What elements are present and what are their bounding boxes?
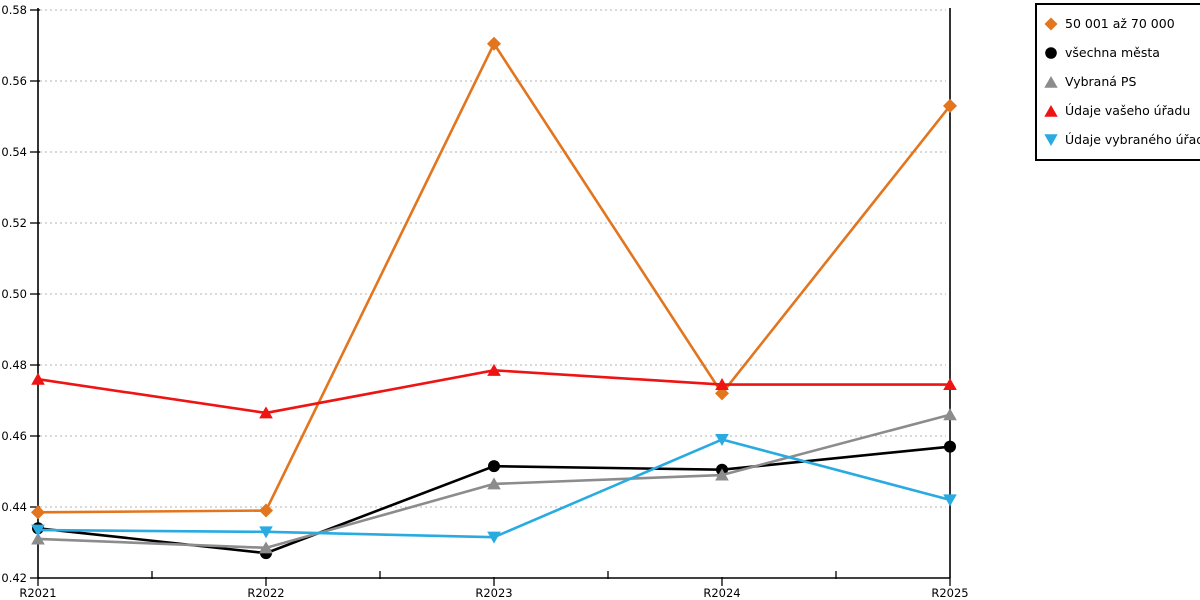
- data-point-marker: [259, 406, 273, 419]
- y-tick-label: 0.50: [1, 287, 27, 301]
- series-2: [31, 408, 957, 554]
- legend-item-0: 50 001 až 70 000: [1044, 16, 1200, 32]
- series-0: [31, 36, 957, 520]
- legend-item-2: Vybraná PS: [1044, 74, 1200, 90]
- legend-label: 50 001 až 70 000: [1065, 15, 1175, 31]
- line-chart-plot: 0.42 0.44 0.46 0.48 0.50 0.52 0.54 0.56 0.58 R202…: [1, 3, 968, 600]
- x-tick-label: R2024: [703, 586, 740, 600]
- data-point-marker: [944, 440, 956, 453]
- x-tick-label: R2025: [931, 586, 968, 600]
- data-point-marker: [487, 36, 501, 51]
- data-point-marker: [715, 434, 729, 447]
- triangle-up-icon: [1044, 105, 1058, 117]
- y-tick-label: 0.58: [1, 3, 27, 17]
- data-point-marker: [943, 98, 957, 113]
- y-tick-label: 0.48: [1, 358, 27, 372]
- y-tick-label: 0.44: [1, 500, 27, 514]
- x-tick-label: R2021: [19, 586, 56, 600]
- legend-item-3: Údaje vašeho úřadu: [1044, 103, 1200, 119]
- y-tick-label: 0.54: [1, 145, 27, 159]
- legend-marker-shape: [1045, 46, 1057, 59]
- data-point-marker: [487, 531, 501, 544]
- legend-item-4: Údaje vybraného úřadu: [1044, 132, 1200, 148]
- x-tick-label: R2022: [247, 586, 284, 600]
- series-3: [31, 363, 957, 419]
- data-point-marker: [943, 408, 957, 421]
- series-line: [37, 42, 952, 514]
- triangle-up-icon: [1044, 75, 1058, 88]
- chart-svg: 0.42 0.44 0.46 0.48 0.50 0.52 0.54 0.56 0.58 R202…: [1, 3, 968, 600]
- data-point-marker: [715, 378, 729, 391]
- data-point-marker: [715, 468, 729, 481]
- data-point-marker: [259, 526, 273, 539]
- legend: 50 001 až 70 000 všechna města Vybraná PS Ú…: [1035, 3, 1200, 161]
- legend-label: Vybraná PS: [1065, 73, 1137, 89]
- y-tick-label: 0.46: [1, 429, 27, 443]
- diamond-icon: [1044, 17, 1058, 31]
- series-line: [37, 369, 950, 415]
- legend-label: Údaje vybraného úřadu: [1065, 132, 1200, 148]
- data-point-marker: [488, 460, 500, 473]
- legend-marker-shape: [1044, 105, 1058, 117]
- data-point-marker: [31, 524, 45, 537]
- y-tick-label: 0.42: [1, 571, 27, 585]
- data-point-marker: [487, 477, 501, 490]
- y-tick-label: 0.56: [1, 74, 27, 88]
- data-point-marker: [31, 372, 45, 385]
- data-point-marker: [943, 494, 957, 507]
- series-4: [31, 434, 957, 544]
- legend-item-1: všechna města: [1044, 45, 1200, 61]
- y-tick-label: 0.52: [1, 216, 27, 230]
- legend-label: Údaje vašeho úřadu: [1065, 103, 1191, 119]
- legend-marker-shape: [1044, 134, 1058, 147]
- data-point-marker: [31, 505, 45, 520]
- triangle-down-icon: [1044, 134, 1058, 147]
- legend-label: všechna města: [1065, 44, 1160, 60]
- data-point-marker: [259, 541, 273, 554]
- legend-marker-shape: [1044, 17, 1058, 31]
- data-point-marker: [943, 378, 957, 391]
- x-tick-label: R2023: [475, 586, 512, 600]
- data-point-marker: [259, 503, 273, 518]
- data-point-marker: [487, 363, 501, 376]
- data-point-marker: [31, 532, 45, 545]
- legend-marker-shape: [1044, 75, 1058, 88]
- circle-icon: [1045, 46, 1057, 59]
